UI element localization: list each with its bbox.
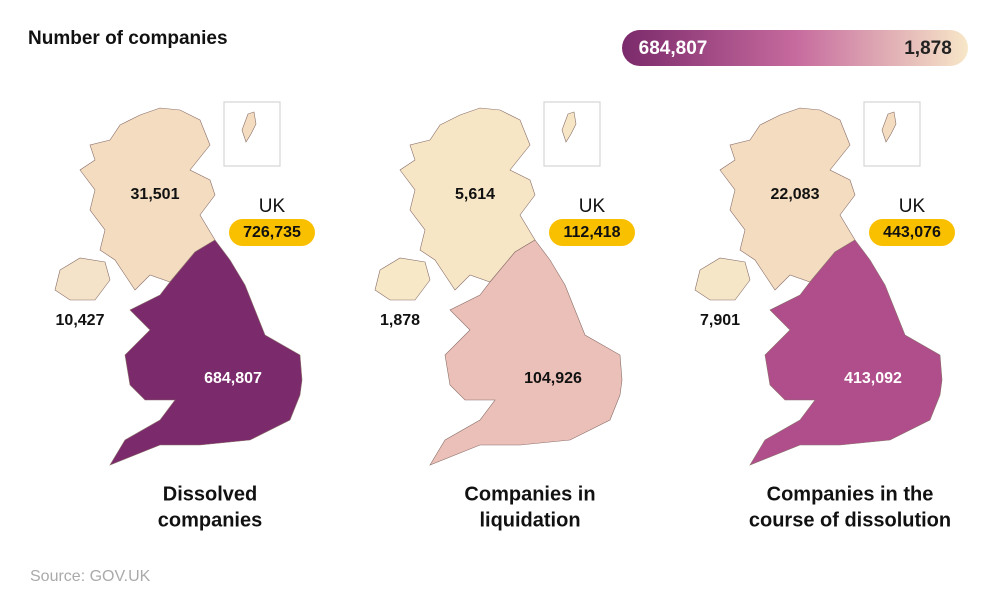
shetland [241, 111, 257, 143]
uk-value: 443,076 [883, 224, 941, 241]
shetland-inset [863, 101, 921, 167]
map-caption: companies [158, 509, 262, 531]
scotland-region [399, 107, 536, 291]
england-wales-region [429, 239, 623, 466]
shetland [561, 111, 577, 143]
northern-ireland-region [374, 257, 431, 301]
source: Source: GOV.UK [30, 568, 151, 585]
uk-map: 31,501 10,427 684,807 UK 726,735 Dissolved com… [54, 101, 315, 531]
shetland-inset [223, 101, 281, 167]
england-wales-value: 413,092 [844, 370, 902, 387]
uk-map: 5,614 1,878 104,926 UK 112,418 Companies in li… [374, 101, 635, 531]
uk-pill [549, 219, 635, 246]
uk-label: UK [899, 196, 926, 217]
scotland-value: 31,501 [131, 186, 180, 203]
england-wales-value: 684,807 [204, 370, 262, 387]
map-caption: liquidation [479, 509, 580, 531]
uk-value: 112,418 [564, 224, 621, 241]
shetland-inset [543, 101, 601, 167]
northern-ireland-value: 10,427 [56, 312, 105, 329]
map-caption: course of dissolution [749, 509, 951, 531]
uk-label: UK [579, 196, 606, 217]
northern-ireland-region [54, 257, 111, 301]
uk-label: UK [259, 196, 286, 217]
england-wales-region [109, 239, 303, 466]
uk-pill [869, 219, 955, 246]
map-caption: Companies in the [767, 483, 934, 505]
scotland-region [79, 107, 216, 291]
legend-gradient [622, 30, 968, 66]
northern-ireland-value: 7,901 [700, 312, 740, 329]
scotland-value: 5,614 [455, 186, 495, 203]
scotland-region [719, 107, 856, 291]
map-caption: Dissolved [163, 483, 257, 505]
legend-max: 684,807 [639, 38, 708, 59]
northern-ireland-value: 1,878 [380, 312, 420, 329]
legend-min: 1,878 [904, 38, 952, 59]
northern-ireland-region [694, 257, 751, 301]
uk-pill [229, 219, 315, 246]
england-wales-region [749, 239, 943, 466]
uk-map: 22,083 7,901 413,092 UK 443,076 Companies in … [694, 101, 955, 531]
title: Number of companies [28, 28, 228, 49]
shetland [881, 111, 897, 143]
uk-value: 726,735 [243, 224, 301, 241]
map-caption: Companies in [464, 483, 595, 505]
scotland-value: 22,083 [771, 186, 820, 203]
england-wales-value: 104,926 [524, 370, 582, 387]
